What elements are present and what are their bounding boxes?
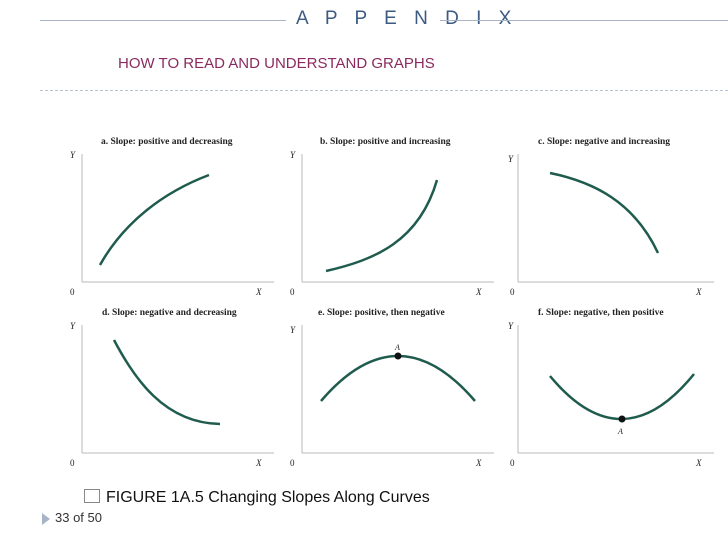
graph-c-plot: [517, 154, 714, 283]
origin-label: 0: [290, 287, 295, 297]
graph-b-plot: [301, 154, 494, 283]
bullet-icon: [84, 489, 100, 503]
graph-title: f. Slope: negative, then positive: [538, 308, 664, 318]
graph-title: c. Slope: negative and increasing: [538, 137, 671, 147]
page-number: 33 of 50: [55, 510, 102, 525]
y-axis-label: Y: [70, 321, 76, 331]
graph-b: b. Slope: positive and increasing Y 0 X: [284, 132, 514, 302]
graph-a-plot: [81, 154, 274, 283]
point-label: A: [618, 427, 623, 436]
point-label: A: [395, 343, 400, 352]
graph-d: d. Slope: negative and decreasing Y 0 X: [64, 303, 294, 473]
origin-label: 0: [70, 287, 75, 297]
section-title: A P P E N D I X: [296, 8, 518, 29]
x-axis-label: X: [476, 287, 482, 297]
min-point: [618, 415, 626, 423]
graph-a: a. Slope: positive and decreasing Y 0 X: [64, 132, 294, 302]
header-rule-left: [40, 20, 286, 21]
max-point: [394, 352, 402, 360]
curve: [112, 339, 221, 426]
graph-title: a. Slope: positive and decreasing: [101, 137, 233, 147]
graph-e-plot: [301, 325, 494, 454]
origin-label: 0: [290, 458, 295, 468]
graph-f: f. Slope: negative, then positive Y 0 X …: [504, 303, 728, 473]
y-axis-label: Y: [70, 150, 76, 160]
graph-title: b. Slope: positive and increasing: [320, 137, 451, 147]
x-axis-label: X: [476, 458, 482, 468]
footer-arrow-icon: [42, 513, 50, 525]
caption-text: FIGURE 1A.5 Changing Slopes Along Curves: [106, 489, 430, 506]
graph-c: c. Slope: negative and increasing Y 0 X: [504, 132, 728, 302]
origin-label: 0: [510, 458, 515, 468]
graph-title: d. Slope: negative and decreasing: [102, 308, 237, 318]
x-axis-label: X: [256, 458, 262, 468]
y-axis-label: Y: [290, 150, 296, 160]
curve: [320, 354, 476, 402]
curve: [549, 373, 695, 421]
divider: [40, 90, 728, 91]
graph-f-plot: [517, 325, 714, 454]
x-axis-label: X: [696, 287, 702, 297]
origin-label: 0: [70, 458, 75, 468]
x-axis-label: X: [256, 287, 262, 297]
y-axis-label: Y: [290, 325, 296, 335]
origin-label: 0: [510, 287, 515, 297]
curve: [325, 179, 439, 273]
header-rule-right: [440, 20, 728, 21]
curve: [98, 173, 210, 266]
y-axis-label: Y: [508, 154, 514, 164]
figure-caption: FIGURE 1A.5 Changing Slopes Along Curves: [84, 489, 430, 507]
y-axis-label: Y: [508, 321, 514, 331]
graph-title: e. Slope: positive, then negative: [318, 308, 445, 318]
graph-e: e. Slope: positive, then negative Y 0 X …: [284, 303, 514, 473]
x-axis-label: X: [696, 458, 702, 468]
graph-d-plot: [81, 325, 274, 454]
slide-subtitle: HOW TO READ AND UNDERSTAND GRAPHS: [118, 55, 435, 72]
curve: [549, 171, 660, 254]
